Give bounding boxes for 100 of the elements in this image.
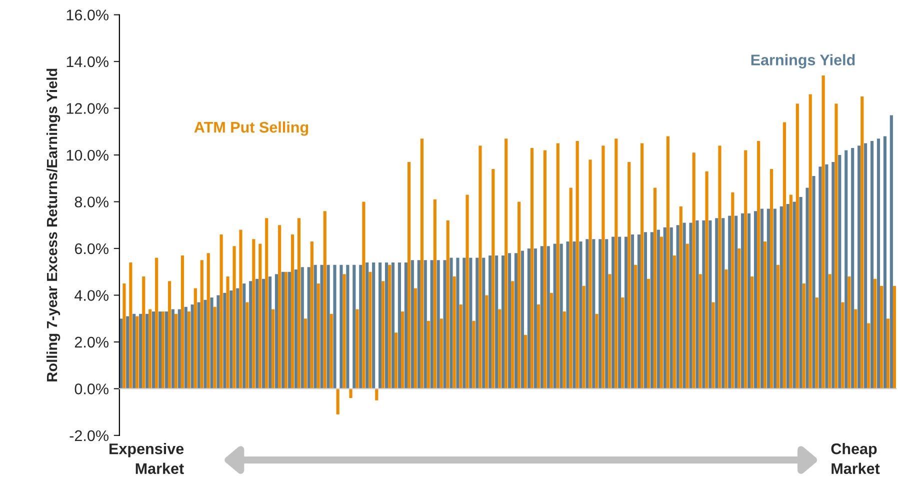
bar (770, 169, 774, 389)
bar (200, 260, 204, 389)
bar (314, 264, 317, 389)
y-tick-label: 4.0% (74, 290, 108, 301)
bar (246, 302, 249, 389)
bar (621, 298, 624, 389)
bar (401, 312, 404, 389)
bar (129, 262, 132, 389)
bar (560, 244, 563, 389)
bar (698, 274, 702, 389)
bar (838, 154, 842, 389)
bar (168, 281, 172, 389)
bar (340, 264, 343, 389)
bar (256, 278, 259, 389)
bar (323, 211, 326, 389)
bar (546, 246, 550, 389)
bar (307, 267, 310, 389)
bar (672, 255, 676, 389)
bar (164, 312, 168, 389)
bar (226, 276, 230, 389)
bar (676, 225, 680, 389)
bar (274, 274, 278, 389)
bar (424, 260, 427, 389)
bar (368, 272, 372, 389)
bar (715, 218, 718, 389)
bar (262, 278, 266, 389)
bar (194, 288, 197, 389)
bar (450, 258, 453, 389)
bar (284, 272, 288, 389)
bar (333, 264, 336, 389)
bar (663, 227, 666, 389)
bar (540, 246, 544, 389)
text: Earnings Yield (751, 54, 855, 68)
bar (446, 220, 450, 389)
bar (342, 274, 346, 389)
bar (436, 260, 440, 389)
bar (206, 253, 210, 389)
bar (440, 318, 443, 389)
bar (692, 152, 696, 389)
bar (132, 314, 136, 389)
bar (640, 143, 644, 389)
bar (171, 309, 174, 389)
bar (391, 262, 395, 389)
bar (502, 255, 505, 389)
bar (290, 234, 294, 389)
y-tick-label: 8.0% (74, 196, 108, 208)
bar (870, 140, 874, 389)
bar (520, 250, 524, 389)
bar (223, 292, 226, 389)
bar (122, 284, 126, 389)
bar (860, 96, 864, 389)
bar (180, 255, 184, 389)
bar (828, 274, 832, 389)
bar (372, 262, 376, 389)
bar (488, 255, 492, 389)
bar (155, 258, 158, 389)
bar (867, 323, 870, 389)
y-tick-label: 16.0% (66, 10, 108, 20)
bar (650, 232, 654, 389)
bar (750, 276, 754, 389)
bar (630, 234, 634, 389)
bar (744, 150, 748, 389)
bar (822, 76, 825, 389)
bar (722, 218, 725, 389)
bar (582, 286, 586, 389)
bar (278, 225, 282, 389)
bar (514, 253, 518, 389)
bar (890, 115, 893, 389)
bar (152, 312, 156, 389)
bar (404, 262, 408, 389)
bar (398, 262, 402, 389)
bar (417, 260, 420, 389)
bar (628, 162, 631, 389)
bar (394, 332, 398, 389)
bar (524, 334, 528, 389)
y-tick-label: -2.0% (70, 430, 108, 442)
bar (492, 169, 495, 389)
bar (718, 146, 722, 389)
bar (478, 146, 482, 389)
y-tick-label: 12.0% (66, 103, 108, 114)
y-tick-label: 10.0% (66, 150, 108, 161)
bar (728, 216, 732, 389)
bar (760, 208, 764, 389)
bar (799, 197, 802, 389)
bar (608, 274, 612, 389)
bar (508, 253, 512, 389)
bar (346, 264, 350, 389)
bar (766, 208, 770, 389)
y-tick-label: 6.0% (74, 243, 108, 254)
bar (310, 241, 314, 389)
bar (637, 234, 641, 389)
bar (562, 312, 566, 389)
bar (579, 241, 582, 389)
bar (708, 220, 712, 389)
bar (586, 239, 589, 389)
bar (252, 239, 256, 389)
bar (174, 314, 178, 389)
bar (216, 295, 220, 389)
bar (476, 258, 479, 389)
bar (352, 264, 356, 389)
